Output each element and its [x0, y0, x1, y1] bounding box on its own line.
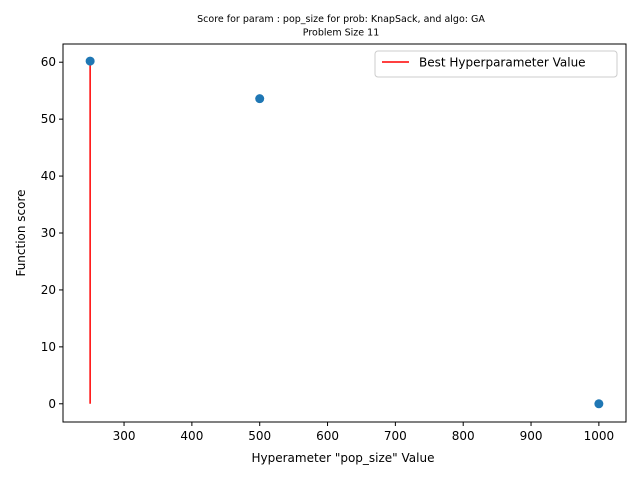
x-axis: 300 400 500 600 700 800 900 1000 — [113, 422, 615, 443]
y-tick-label: 60 — [41, 55, 56, 69]
legend-box — [374, 50, 618, 78]
x-tick-label: 900 — [520, 429, 543, 443]
y-tick-label: 20 — [41, 283, 56, 297]
x-tick-label: 700 — [384, 429, 407, 443]
y-tick-label: 0 — [48, 397, 56, 411]
y-tick-label: 30 — [41, 226, 56, 240]
y-tick-label: 50 — [41, 112, 56, 126]
legend: Best Hyperparameter Value — [374, 50, 618, 78]
x-tick-label: 500 — [248, 429, 271, 443]
legend-label: Best Hyperparameter Value — [419, 56, 586, 70]
y-axis-label: Function score — [14, 189, 28, 276]
y-axis: 0 10 20 30 40 50 60 — [41, 55, 63, 411]
x-tick-label: 400 — [180, 429, 203, 443]
chart-title: Score for param : pop_size for prob: Kna… — [197, 14, 485, 25]
y-tick-label: 40 — [41, 169, 56, 183]
data-point — [594, 399, 604, 409]
plot-area — [62, 43, 627, 423]
x-tick-label: 600 — [316, 429, 339, 443]
y-tick-label: 10 — [41, 340, 56, 354]
data-point — [85, 56, 95, 66]
data-point — [255, 94, 265, 104]
x-axis-label: Hyperameter "pop_size" Value — [252, 451, 435, 465]
chart-subtitle: Problem Size 11 — [303, 28, 379, 39]
x-tick-label: 1000 — [584, 429, 615, 443]
x-tick-label: 300 — [113, 429, 136, 443]
x-tick-label: 800 — [452, 429, 475, 443]
data-points — [85, 56, 604, 409]
